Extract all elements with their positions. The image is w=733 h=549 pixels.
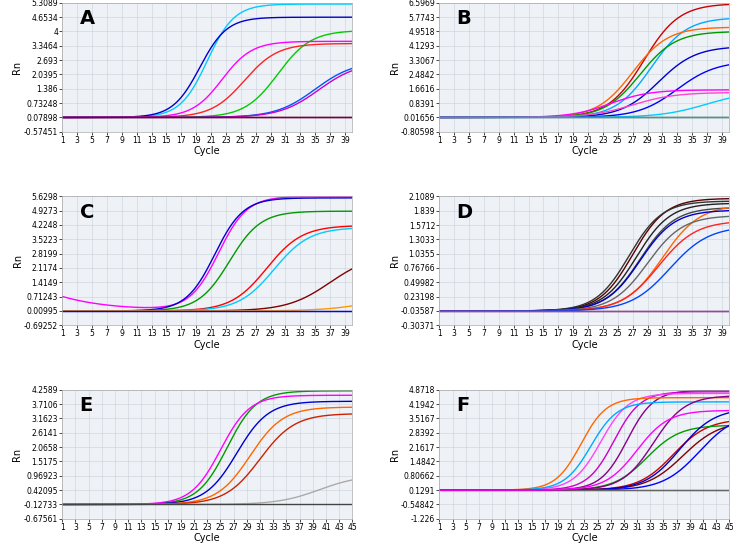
Text: D: D [457, 203, 473, 222]
Y-axis label: Rn: Rn [390, 61, 399, 74]
X-axis label: Cycle: Cycle [571, 340, 597, 350]
X-axis label: Cycle: Cycle [194, 147, 221, 156]
X-axis label: Cycle: Cycle [194, 340, 221, 350]
X-axis label: Cycle: Cycle [194, 534, 221, 544]
Y-axis label: Rn: Rn [12, 448, 23, 461]
Text: B: B [457, 9, 471, 28]
X-axis label: Cycle: Cycle [571, 147, 597, 156]
Y-axis label: Rn: Rn [389, 254, 399, 267]
Y-axis label: Rn: Rn [12, 254, 23, 267]
Y-axis label: Rn: Rn [12, 61, 23, 74]
X-axis label: Cycle: Cycle [571, 534, 597, 544]
Text: F: F [457, 396, 470, 415]
Text: A: A [80, 9, 95, 28]
Text: E: E [80, 396, 93, 415]
Text: C: C [80, 203, 94, 222]
Y-axis label: Rn: Rn [390, 448, 399, 461]
